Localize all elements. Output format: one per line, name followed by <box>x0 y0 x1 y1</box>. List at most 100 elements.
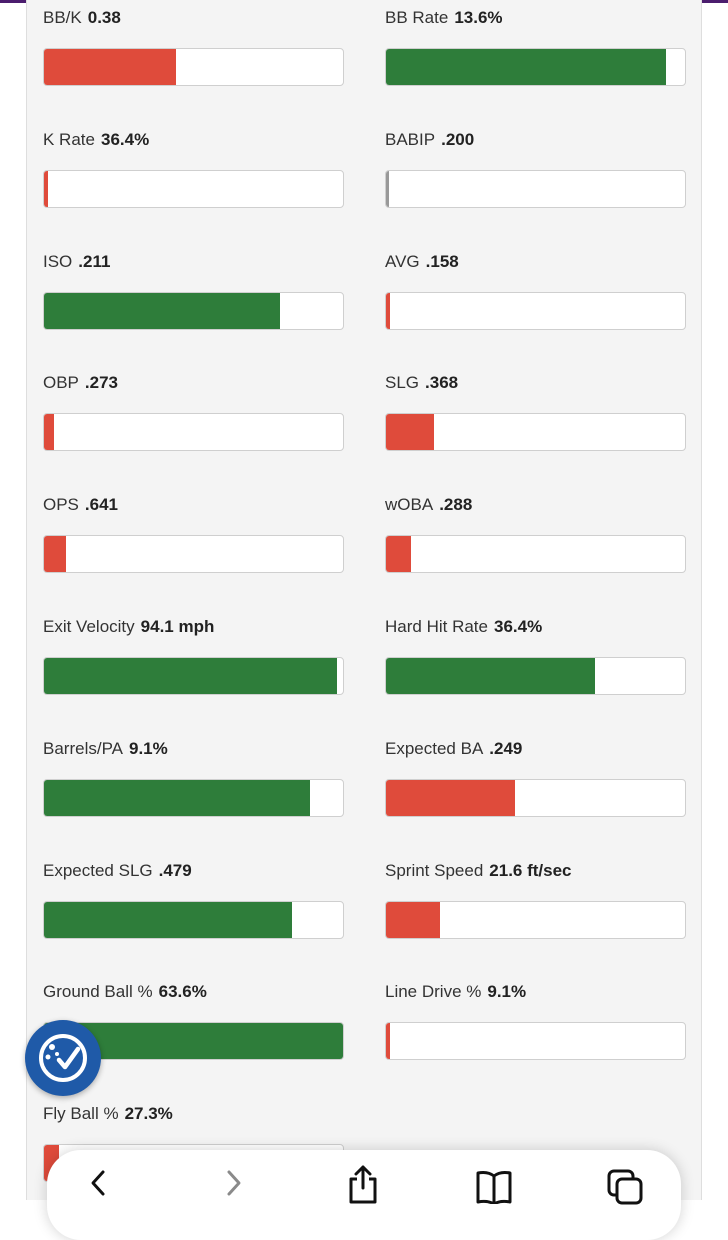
stat-name: Ground Ball % <box>43 982 153 1001</box>
stat-value: 9.1% <box>129 739 168 758</box>
stat-bar-track <box>385 48 686 86</box>
stat-value: 9.1% <box>487 982 527 1001</box>
stat-bar-fill <box>386 414 434 450</box>
stat-label: K Rate 36.4% <box>43 130 149 150</box>
stat-bar-fill <box>44 658 338 694</box>
stat-bar-track <box>43 779 344 817</box>
stat-name: AVG <box>385 252 420 271</box>
verified-badge-icon <box>39 1034 87 1082</box>
stat-bar-track <box>385 901 686 939</box>
stat-name: Fly Ball % <box>43 1104 119 1123</box>
stat-name: Exit Velocity <box>43 617 135 636</box>
stat-label: BABIP .200 <box>385 130 474 150</box>
stat-bar-track <box>43 292 344 330</box>
stat-bar-track <box>43 901 344 939</box>
stat-value: 94.1 mph <box>140 617 215 636</box>
stat-name: Expected SLG <box>43 861 153 880</box>
stat-value: .479 <box>158 861 192 880</box>
stat-bar-fill <box>44 414 54 450</box>
stat-value: 36.4% <box>493 617 543 636</box>
stat-label: Expected SLG .479 <box>43 861 192 881</box>
stat-bar-track <box>43 48 344 86</box>
stat-name: OPS <box>43 495 79 514</box>
stat-value: .368 <box>425 373 459 392</box>
stat-name: SLG <box>385 373 420 392</box>
stat-bar-track <box>385 657 686 695</box>
stat-value: .211 <box>78 252 111 271</box>
stat-name: BB Rate <box>385 8 449 27</box>
stat-bar-fill <box>386 171 389 207</box>
stat-bar-track <box>43 535 344 573</box>
stat-label: OPS .641 <box>43 495 118 515</box>
stat-value: .288 <box>439 495 473 514</box>
stat-value: .200 <box>441 130 475 149</box>
stat-label: Expected BA .249 <box>385 739 522 759</box>
stat-bar-fill <box>44 902 293 938</box>
stat-bar-fill <box>386 293 390 329</box>
stat-bar-fill <box>386 49 666 85</box>
stat-bar-track <box>43 657 344 695</box>
stat-name: Expected BA <box>385 739 484 758</box>
stat-value: .273 <box>84 373 118 392</box>
stat-label: BB Rate 13.6% <box>385 8 503 28</box>
stat-label: Line Drive % 9.1% <box>385 982 526 1002</box>
stat-bar-track <box>385 1022 686 1060</box>
stat-name: ISO <box>43 252 73 271</box>
stat-bar-track <box>385 413 686 451</box>
stat-bar-fill <box>44 49 176 85</box>
stat-label: AVG .158 <box>385 252 459 272</box>
stat-label: SLG .368 <box>385 373 458 393</box>
stat-value: 36.4% <box>100 130 150 149</box>
stat-value: 27.3% <box>124 1104 173 1123</box>
bookmarks-icon[interactable] <box>474 1168 514 1208</box>
stats-panel: BB/K 0.38 BB Rate 13.6% K Rate 36.4% BABIP .200… <box>26 0 702 1200</box>
stat-value: 63.6% <box>158 982 207 1001</box>
stat-label: Exit Velocity 94.1 mph <box>43 617 214 637</box>
stat-bar-fill <box>44 780 311 816</box>
stat-label: OBP .273 <box>43 373 118 393</box>
stat-name: BABIP <box>385 130 436 149</box>
stat-name: K Rate <box>43 130 95 149</box>
stat-name: Barrels/PA <box>43 739 123 758</box>
stat-name: Hard Hit Rate <box>385 617 488 636</box>
stat-value: .249 <box>489 739 523 758</box>
stat-bar-fill <box>44 171 48 207</box>
stat-value: .158 <box>425 252 459 271</box>
stat-bar-fill <box>44 293 281 329</box>
stat-name: OBP <box>43 373 79 392</box>
stat-name: Sprint Speed <box>385 861 484 880</box>
stat-bar-fill <box>386 902 440 938</box>
stat-label: Barrels/PA 9.1% <box>43 739 168 759</box>
stat-name: Line Drive % <box>385 982 482 1001</box>
tabs-icon[interactable] <box>605 1168 645 1208</box>
stat-bar-track <box>43 170 344 208</box>
stat-bar-track <box>385 779 686 817</box>
stat-bar-track <box>43 413 344 451</box>
stat-label: ISO .211 <box>43 252 110 272</box>
stat-label: Sprint Speed 21.6 ft/sec <box>385 861 572 881</box>
verified-badge-button[interactable] <box>25 1020 101 1096</box>
stat-label: Hard Hit Rate 36.4% <box>385 617 542 637</box>
stat-bar-fill <box>386 780 515 816</box>
stat-label: wOBA .288 <box>385 495 472 515</box>
stat-bar-fill <box>386 536 411 572</box>
stat-bar-track <box>385 292 686 330</box>
stat-name: wOBA <box>385 495 434 514</box>
stat-label: Ground Ball % 63.6% <box>43 982 207 1002</box>
stat-label: Fly Ball % 27.3% <box>43 1104 173 1124</box>
forward-icon[interactable] <box>213 1168 253 1208</box>
stat-label: BB/K 0.38 <box>43 8 121 28</box>
stat-bar-track <box>385 170 686 208</box>
stat-bar-fill <box>386 1023 390 1059</box>
back-icon[interactable] <box>79 1168 119 1208</box>
stat-value: .641 <box>84 495 118 514</box>
share-icon[interactable] <box>343 1164 383 1204</box>
stat-value: 13.6% <box>454 8 503 27</box>
stat-bar-track <box>385 535 686 573</box>
stat-bar-fill <box>386 658 596 694</box>
browser-toolbar <box>47 1150 681 1240</box>
stat-bar-fill <box>44 536 66 572</box>
stat-name: BB/K <box>43 8 82 27</box>
stat-value: 0.38 <box>87 8 121 27</box>
stat-value: 21.6 ft/sec <box>489 861 572 880</box>
